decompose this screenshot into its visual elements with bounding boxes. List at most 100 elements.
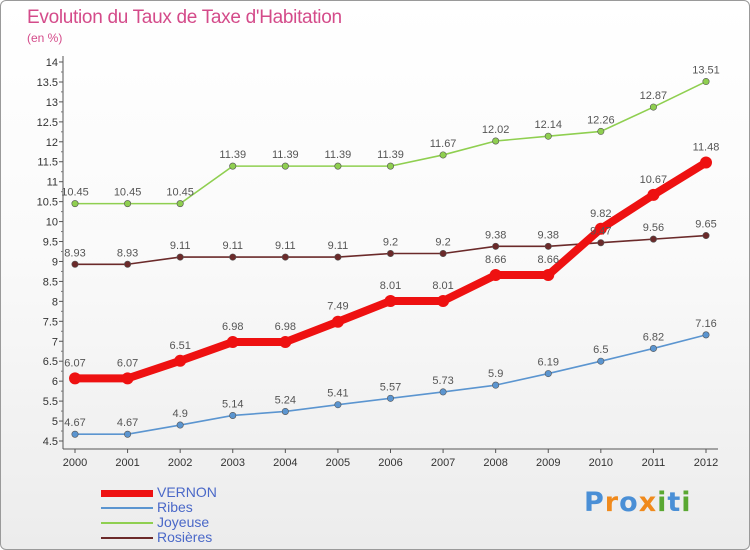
data-label-joyeuse: 11.39: [377, 149, 404, 161]
data-label-rosieres: 9.11: [328, 240, 349, 252]
data-label-vernon: 6.07: [64, 357, 85, 369]
data-label-joyeuse: 11.67: [430, 138, 457, 150]
data-label-vernon: 6.07: [117, 357, 138, 369]
data-label-joyeuse: 12.02: [482, 124, 510, 136]
data-point-ribes: [492, 381, 500, 389]
logo-letter: o: [619, 487, 639, 518]
data-label-vernon: 6.98: [222, 321, 243, 333]
data-point-vernon: [700, 156, 712, 169]
data-point-vernon: [489, 269, 502, 282]
data-label-vernon: 8.01: [432, 280, 453, 292]
data-point-joyeuse: [334, 162, 342, 170]
y-tick-label: 6.5: [43, 356, 58, 368]
axes: 4.5 5 5.5 6 6.5 7 7.5 8 8.5 9 9.5 10 10.5 11 11.5 12 12.…: [37, 56, 718, 469]
data-point-rosieres: [439, 249, 447, 257]
data-label-vernon: 9.82: [590, 208, 611, 220]
data-labels: 10.45 10.45 10.45 11.39 11.39 11.39 11.39 11.67…: [61, 65, 720, 430]
data-label-vernon: 6.51: [169, 340, 190, 352]
legend-item-vernon[interactable]: VERNON: [101, 484, 301, 500]
legend: VERNON Ribes Joyeuse Rosières: [101, 484, 301, 545]
y-tick-label: 12.5: [37, 117, 58, 129]
data-label-ribes: 5.73: [432, 375, 453, 387]
data-label-joyeuse: 13.51: [692, 65, 720, 77]
data-label-joyeuse: 12.14: [534, 119, 562, 131]
legend-label-vernon: VERNON: [157, 484, 217, 500]
data-point-rosieres: [597, 239, 605, 247]
data-label-rosieres: 8.93: [117, 247, 138, 259]
data-label-vernon: 10.67: [640, 174, 668, 186]
chart-unit: (en %): [27, 31, 63, 45]
x-tick-label: 2007: [431, 457, 455, 469]
data-point-rosieres: [176, 253, 184, 261]
data-point-joyeuse: [386, 162, 394, 170]
x-tick-label: 2005: [326, 457, 350, 469]
data-point-rosieres: [544, 242, 552, 250]
y-tick-label: 7: [52, 336, 58, 348]
legend-item-rosieres[interactable]: Rosières: [101, 529, 301, 545]
logo-letter: i: [657, 487, 668, 518]
data-point-joyeuse: [649, 103, 657, 111]
data-point-ribes: [229, 411, 237, 419]
data-point-joyeuse: [281, 162, 289, 170]
data-label-rosieres: 9.11: [275, 240, 296, 252]
data-point-ribes: [702, 331, 710, 339]
data-label-rosieres: 9.47: [590, 226, 611, 238]
series-line-joyeuse: [74, 80, 707, 205]
data-label-rosieres: 9.38: [485, 229, 506, 241]
y-tick-label: 13: [46, 97, 58, 109]
data-label-vernon: 8.66: [538, 254, 559, 266]
data-label-ribes: 5.9: [488, 368, 503, 380]
data-point-vernon: [174, 354, 187, 367]
x-tick-label: 2008: [483, 457, 507, 469]
x-tick-label: 2012: [694, 457, 718, 469]
data-point-ribes: [334, 401, 342, 409]
data-point-vernon: [226, 336, 239, 349]
y-tick-label: 8.5: [43, 276, 58, 288]
data-label-rosieres: 9.38: [538, 229, 559, 241]
legend-item-ribes[interactable]: Ribes: [101, 499, 301, 515]
data-point-ribes: [281, 407, 289, 415]
legend-swatch-ribes: [101, 507, 153, 509]
data-label-joyeuse: 12.87: [640, 90, 668, 102]
data-label-ribes: 5.41: [327, 388, 348, 400]
data-label-ribes: 4.67: [117, 417, 138, 429]
data-label-vernon: 8.66: [485, 254, 506, 266]
legend-item-joyeuse[interactable]: Joyeuse: [101, 514, 301, 530]
data-label-ribes: 6.82: [643, 331, 664, 343]
data-point-vernon: [647, 188, 660, 201]
data-point-rosieres: [334, 253, 342, 261]
legend-swatch-rosieres: [101, 537, 153, 539]
data-label-ribes: 6.5: [593, 344, 608, 356]
data-point-vernon: [69, 372, 81, 385]
data-label-rosieres: 9.2: [435, 236, 450, 248]
data-point-rosieres: [702, 232, 710, 240]
y-tick-label: 8: [52, 296, 58, 308]
legend-label-rosieres: Rosières: [157, 529, 213, 545]
legend-label-ribes: Ribes: [157, 499, 193, 515]
series-rosieres: [71, 232, 710, 268]
x-tick-label: 2011: [642, 457, 666, 469]
series-ribes: [71, 331, 710, 438]
y-tick-label: 13.5: [37, 77, 58, 89]
data-point-vernon: [437, 294, 450, 307]
series-layer: [69, 78, 712, 438]
x-tick-label: 2001: [115, 457, 139, 469]
data-point-rosieres: [71, 260, 79, 268]
data-point-vernon: [384, 294, 397, 307]
y-tick-label: 5: [52, 416, 58, 428]
legend-swatch-joyeuse: [101, 522, 153, 524]
data-label-ribes: 4.67: [64, 417, 85, 429]
data-point-joyeuse: [492, 137, 500, 145]
y-tick-label: 12: [46, 137, 58, 149]
y-tick-label: 9.5: [43, 237, 58, 249]
data-label-vernon: 6.98: [275, 321, 296, 333]
y-tick-label: 14: [46, 57, 58, 69]
data-label-rosieres: 9.2: [383, 236, 398, 248]
data-label-rosieres: 9.11: [222, 240, 243, 252]
x-tick-label: 2010: [589, 457, 613, 469]
data-point-ribes: [176, 421, 184, 429]
data-point-joyeuse: [544, 132, 552, 140]
data-point-ribes: [597, 357, 605, 365]
